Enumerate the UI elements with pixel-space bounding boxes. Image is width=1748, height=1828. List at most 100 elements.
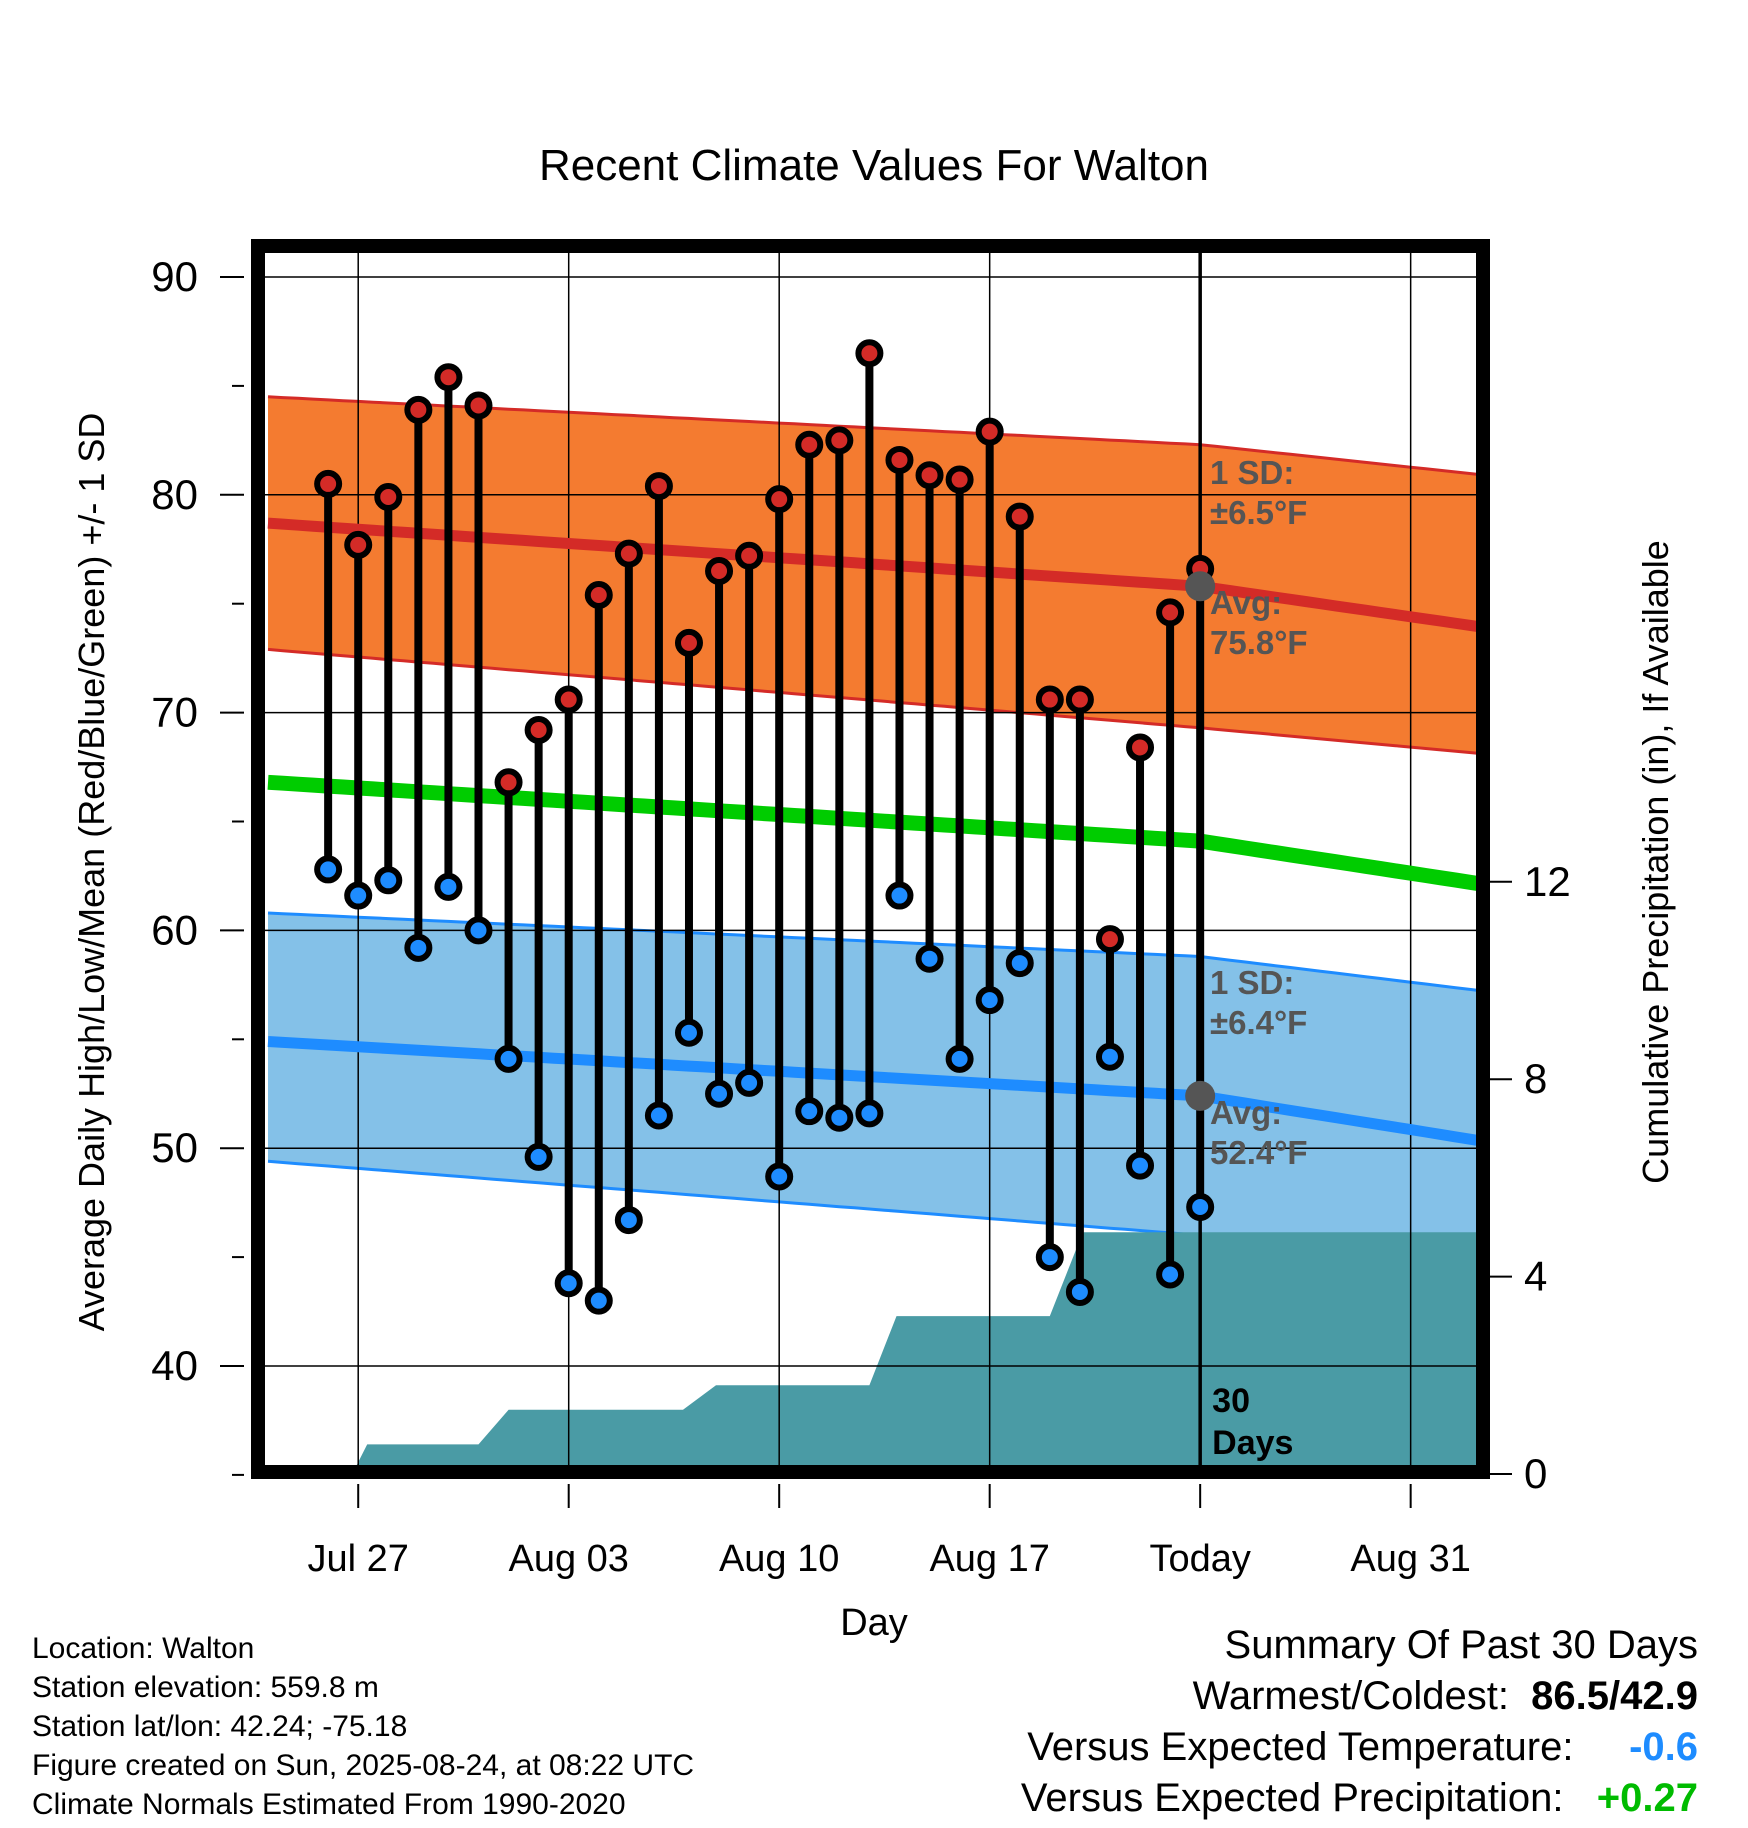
left-tick-label: 40 bbox=[151, 1342, 198, 1389]
y-axis-label-right: Cumulative Precipitation (in), If Availa… bbox=[1635, 540, 1676, 1184]
summary-temp: Versus Expected Temperature: -0.6 bbox=[1021, 1722, 1698, 1773]
daily-low-point bbox=[945, 1044, 974, 1073]
daily-low-point bbox=[614, 1206, 643, 1235]
daily-high-point bbox=[795, 430, 824, 459]
temp-label: Versus Expected Temperature: bbox=[1027, 1725, 1574, 1769]
daily-high-point bbox=[434, 363, 463, 392]
left-tick-label: 90 bbox=[151, 253, 198, 300]
daily-high-point bbox=[584, 580, 613, 609]
daily-low-point bbox=[795, 1097, 824, 1126]
summary-panel: Summary Of Past 30 Days Warmest/Coldest:… bbox=[1021, 1620, 1698, 1824]
x-tick-label: Jul 27 bbox=[308, 1538, 409, 1580]
daily-high-point bbox=[1005, 502, 1034, 531]
daily-high-point bbox=[464, 391, 493, 420]
daily-high-point bbox=[705, 557, 734, 586]
daily-low-point bbox=[1126, 1151, 1155, 1180]
daily-high-point bbox=[1035, 685, 1064, 714]
daily-low-point bbox=[344, 881, 373, 910]
station-elevation: Station elevation: 559.8 m bbox=[32, 1671, 379, 1704]
daily-high-point bbox=[765, 485, 794, 514]
daily-low-point bbox=[765, 1162, 794, 1191]
x-axis-label: Day bbox=[840, 1602, 908, 1644]
daily-high-point bbox=[945, 465, 974, 494]
plot-frame bbox=[251, 239, 1490, 1479]
today-normal-low-dot bbox=[1185, 1080, 1216, 1111]
x-tick-label: Aug 03 bbox=[508, 1538, 628, 1580]
high-sd-band bbox=[268, 396, 1486, 754]
low-avg-annotation: Avg: 52.4°F bbox=[1210, 1094, 1308, 1171]
daily-high-point bbox=[855, 339, 884, 368]
x-tick-label: Aug 17 bbox=[929, 1538, 1049, 1580]
high-avg-annotation: Avg: 75.8°F bbox=[1210, 584, 1308, 661]
left-tick-label: 60 bbox=[151, 906, 198, 953]
station-info: Location: Walton Station elevation: 559.… bbox=[32, 1629, 694, 1824]
temp-value: -0.6 bbox=[1629, 1725, 1698, 1769]
daily-high-point bbox=[614, 539, 643, 568]
station-location: Location: Walton bbox=[32, 1632, 255, 1665]
daily-low-point bbox=[855, 1099, 884, 1128]
daily-low-point bbox=[404, 933, 433, 962]
daily-high-point bbox=[374, 482, 403, 511]
daily-high-point bbox=[404, 395, 433, 424]
daily-low-point bbox=[374, 866, 403, 895]
normal-high-line bbox=[267, 517, 1487, 634]
low-sd-annotation: 1 SD: ±6.4°F bbox=[1210, 964, 1307, 1041]
daily-low-point bbox=[524, 1142, 553, 1171]
daily-high-point bbox=[674, 628, 703, 657]
left-tick-label: 50 bbox=[151, 1124, 198, 1171]
right-tick-label: 4 bbox=[1524, 1253, 1547, 1300]
precip-cumulative-area bbox=[268, 1232, 1486, 1474]
right-tick-label: 8 bbox=[1524, 1055, 1547, 1102]
daily-low-point bbox=[1065, 1277, 1094, 1306]
daily-low-point bbox=[1156, 1260, 1185, 1289]
daily-high-point bbox=[1095, 925, 1124, 954]
normal-mean-line bbox=[267, 774, 1487, 893]
daily-high-point bbox=[975, 417, 1004, 446]
daily-high-point bbox=[524, 716, 553, 745]
precip-label: Versus Expected Precipitation: bbox=[1020, 1776, 1564, 1820]
daily-low-point bbox=[735, 1068, 764, 1097]
warm-cold-value: 86.5/42.9 bbox=[1531, 1674, 1698, 1718]
daily-high-point bbox=[644, 472, 673, 501]
daily-low-point bbox=[1035, 1243, 1064, 1272]
high-sd-annotation: 1 SD: ±6.5°F bbox=[1210, 454, 1307, 531]
today-days-label: 30 Days bbox=[1212, 1382, 1293, 1462]
chart-title: Recent Climate Values For Walton bbox=[539, 141, 1209, 190]
daily-low-point bbox=[885, 881, 914, 910]
low-sd-band bbox=[268, 913, 1486, 1260]
daily-high-point bbox=[494, 768, 523, 797]
station-latlon: Station lat/lon: 42.24; -75.18 bbox=[32, 1710, 408, 1743]
x-tick-label: Today bbox=[1149, 1538, 1250, 1580]
daily-high-point bbox=[885, 445, 914, 474]
daily-high-point bbox=[825, 426, 854, 455]
summary-warm-cold: Warmest/Coldest: 86.5/42.9 bbox=[1021, 1671, 1698, 1722]
daily-stems bbox=[314, 339, 1215, 1315]
daily-low-point bbox=[705, 1079, 734, 1108]
today-normal-high-dot bbox=[1185, 571, 1216, 602]
left-tick-label: 80 bbox=[151, 471, 198, 518]
daily-low-point bbox=[434, 872, 463, 901]
daily-low-point bbox=[674, 1018, 703, 1047]
daily-low-point bbox=[554, 1269, 583, 1298]
daily-low-point bbox=[1005, 949, 1034, 978]
daily-low-point bbox=[915, 944, 944, 973]
figure-created: Figure created on Sun, 2025-08-24, at 08… bbox=[32, 1749, 695, 1782]
daily-high-point bbox=[735, 541, 764, 570]
daily-low-point bbox=[584, 1286, 613, 1315]
daily-low-point bbox=[1095, 1042, 1124, 1071]
daily-low-point bbox=[494, 1044, 523, 1073]
daily-high-point bbox=[1126, 733, 1155, 762]
y-axis-label-left: Average Daily High/Low/Mean (Red/Blue/Gr… bbox=[71, 413, 112, 1332]
summary-heading: Summary Of Past 30 Days bbox=[1224, 1623, 1698, 1667]
x-tick-label: Aug 31 bbox=[1350, 1538, 1470, 1580]
daily-high-point bbox=[314, 469, 343, 498]
daily-high-point bbox=[1065, 685, 1094, 714]
right-tick-label: 0 bbox=[1524, 1450, 1547, 1497]
warm-cold-label: Warmest/Coldest: bbox=[1192, 1674, 1509, 1718]
normal-low-line bbox=[267, 1036, 1487, 1148]
climate-normals-note: Climate Normals Estimated From 1990-2020 bbox=[32, 1788, 626, 1821]
x-tick-label: Aug 10 bbox=[719, 1538, 839, 1580]
daily-high-point bbox=[344, 530, 373, 559]
left-tick-label: 70 bbox=[151, 689, 198, 736]
